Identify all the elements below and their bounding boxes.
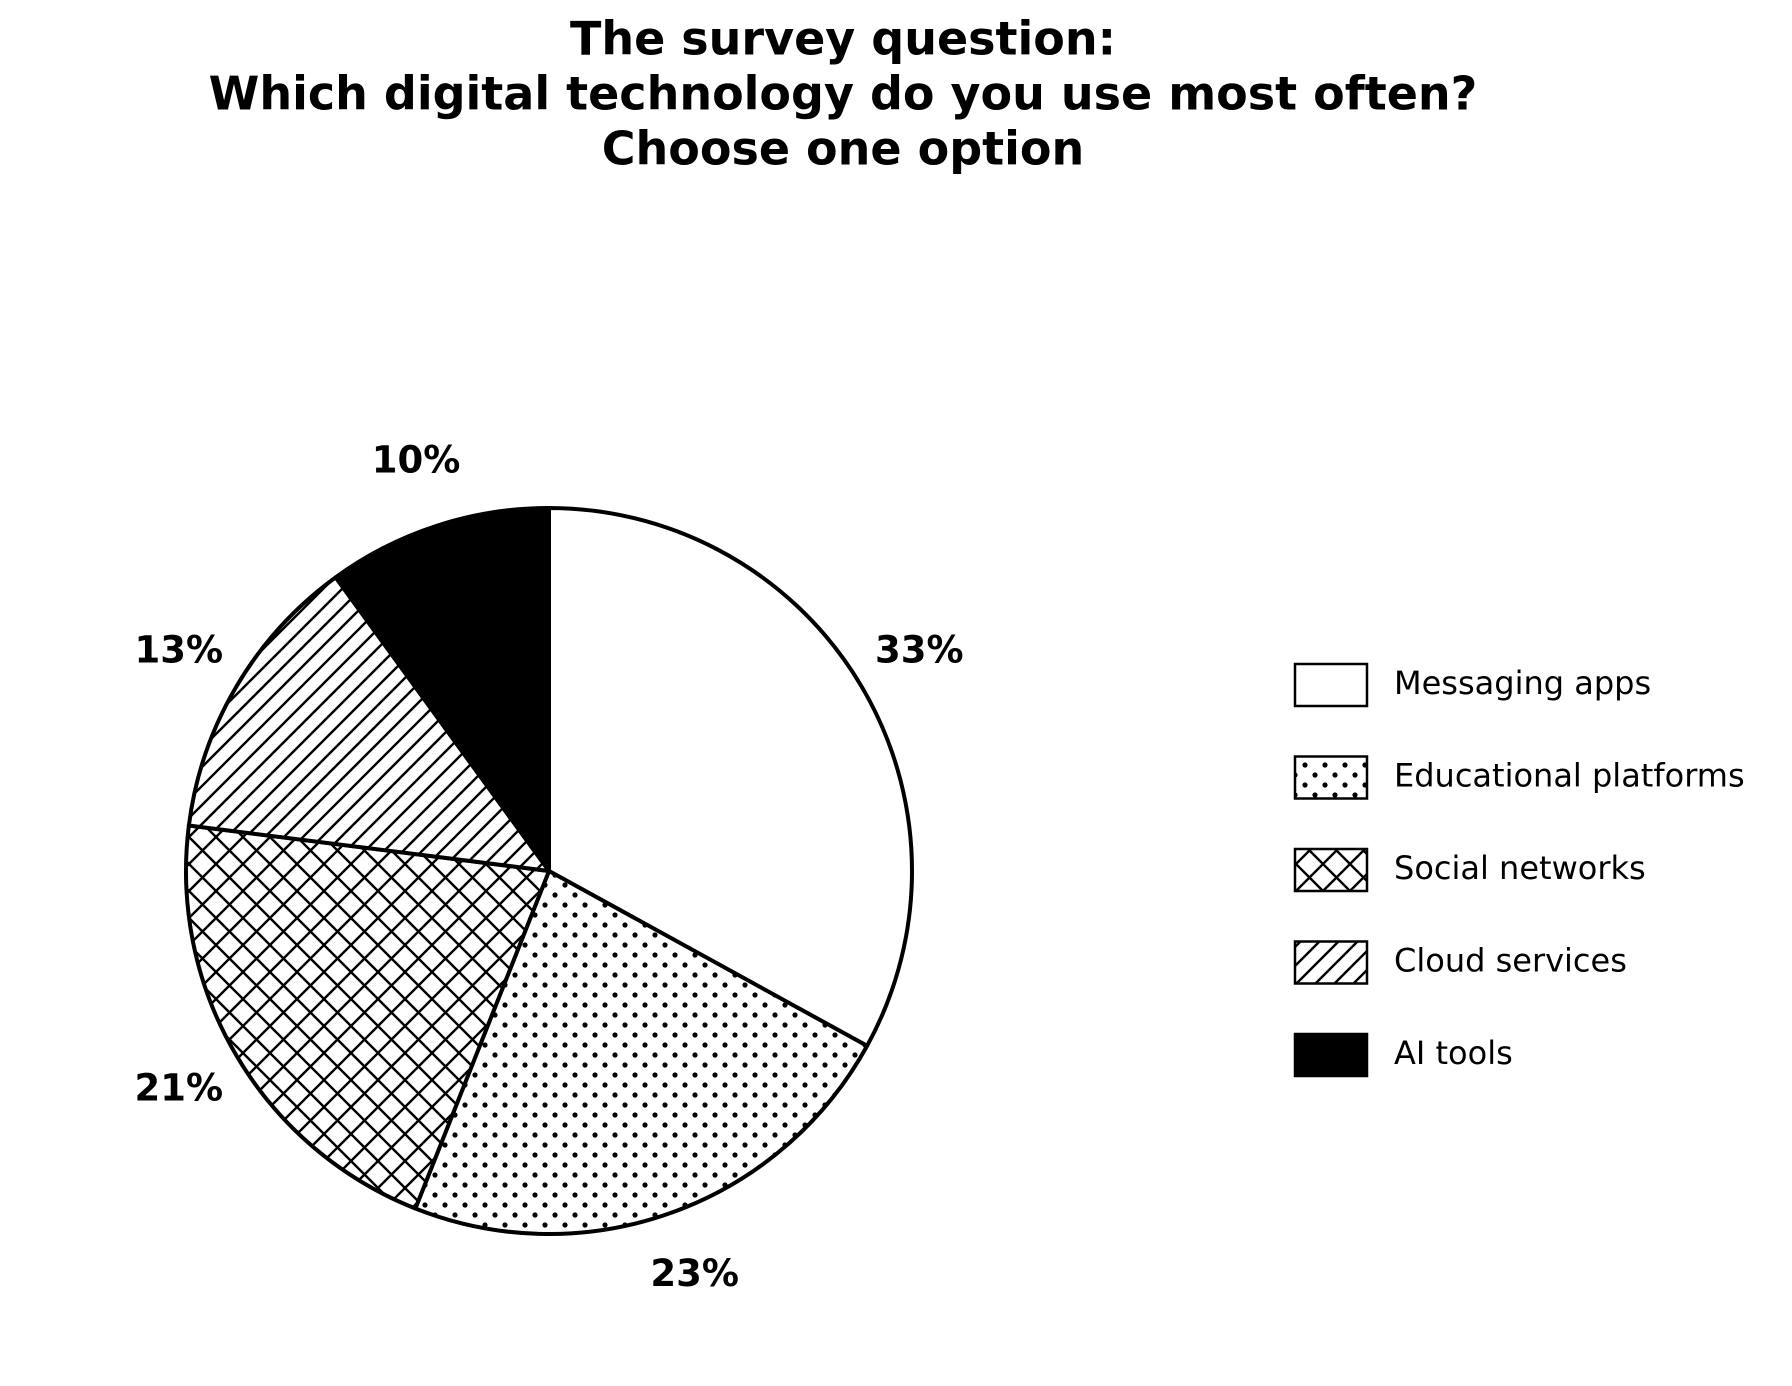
pie-slice: [413, 869, 870, 1236]
pie-slice: [333, 506, 551, 873]
chart-title: Which digital technology do you use most…: [209, 67, 1478, 121]
pie-slice: [184, 823, 551, 1211]
slice-label: 33%: [875, 629, 964, 672]
legend-swatch: [1293, 755, 1369, 800]
slice-label: 13%: [134, 629, 223, 672]
pie-slice: [547, 506, 914, 1048]
legend-label: Cloud services: [1394, 942, 1627, 980]
legend-swatch: [1293, 847, 1369, 893]
legend-label: Social networks: [1394, 849, 1646, 887]
legend-swatch: [1293, 1032, 1369, 1078]
legend-swatch: [1293, 662, 1369, 708]
legend-label: Messaging apps: [1394, 664, 1651, 702]
pie-slice: [186, 575, 551, 873]
slice-label: 21%: [134, 1066, 223, 1109]
slice-label: 10%: [372, 438, 461, 481]
slice-label: 23%: [650, 1252, 739, 1295]
chart-title: The survey question:: [570, 12, 1116, 66]
legend-label: AI tools: [1394, 1034, 1513, 1072]
legend-label: Educational platforms: [1394, 757, 1745, 795]
legend-swatch: [1293, 940, 1369, 985]
chart-title: Choose one option: [602, 122, 1085, 176]
